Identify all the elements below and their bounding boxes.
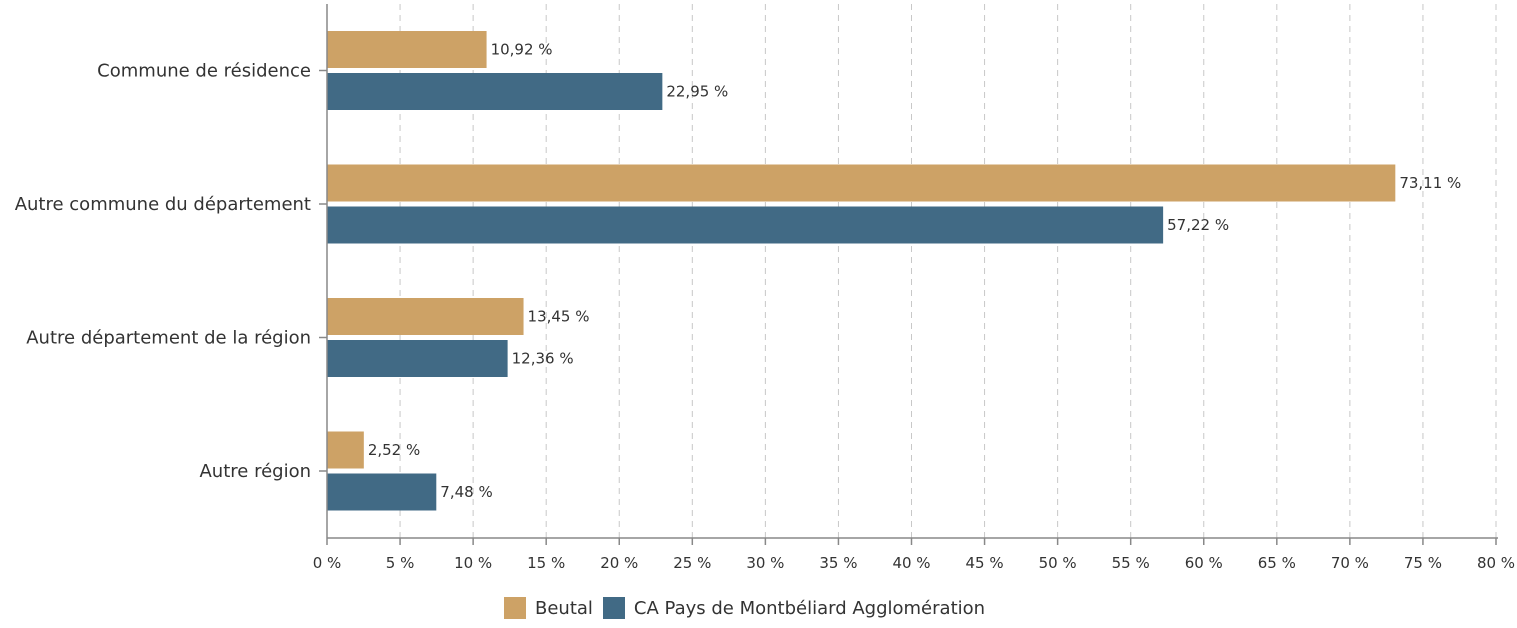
value-label: 22,95 % <box>666 83 728 101</box>
value-label: 7,48 % <box>440 483 492 501</box>
x-tick-label: 50 % <box>1039 554 1077 572</box>
bar[interactable] <box>327 206 1164 244</box>
x-tick-label: 0 % <box>313 554 342 572</box>
x-tick-label: 65 % <box>1258 554 1296 572</box>
bar[interactable] <box>327 473 437 511</box>
value-label: 57,22 % <box>1167 216 1229 234</box>
x-tick-label: 75 % <box>1404 554 1442 572</box>
x-tick-label: 15 % <box>527 554 565 572</box>
category-label: Autre commune du département <box>15 194 311 215</box>
x-tick-labels: 0 % 5 % 10 % 15 % 20 % 25 % 30 % 35 % 40 % 45 % 50… <box>313 554 1515 572</box>
category-label: Autre région <box>199 461 311 482</box>
x-tick-label: 25 % <box>673 554 711 572</box>
category-label: Autre département de la région <box>26 328 311 349</box>
legend: Beutal CA Pays de Montbéliard Agglomérat… <box>504 597 995 619</box>
x-tick-label: 45 % <box>966 554 1004 572</box>
value-label: 73,11 % <box>1399 174 1461 192</box>
x-tick-label: 35 % <box>819 554 857 572</box>
legend-swatch-beutal <box>504 597 526 619</box>
x-tick-label: 80 % <box>1477 554 1515 572</box>
bar[interactable] <box>327 431 364 469</box>
legend-swatch-cpma <box>602 597 625 619</box>
legend-item-cpma[interactable]: CA Pays de Montbéliard Agglomération <box>602 597 986 619</box>
value-labels: 10,92 % 22,95 % 73,11 % 57,22 % 13,45 % 12,36… <box>368 41 1461 502</box>
x-tick-label: 20 % <box>600 554 638 572</box>
bar[interactable] <box>327 164 1396 202</box>
x-tick-label: 5 % <box>386 554 415 572</box>
value-label: 12,36 % <box>512 350 574 368</box>
x-tick-label: 70 % <box>1331 554 1369 572</box>
x-tick-label: 10 % <box>454 554 492 572</box>
bar[interactable] <box>327 298 524 335</box>
value-label: 2,52 % <box>368 441 420 459</box>
gridlines <box>399 4 1497 538</box>
x-tick-label: 40 % <box>892 554 930 572</box>
x-tick-label: 30 % <box>746 554 784 572</box>
category-label: Commune de résidence <box>97 61 311 82</box>
category-labels: Commune de résidence Autre commune du dép… <box>15 61 311 483</box>
x-tick-label: 55 % <box>1112 554 1150 572</box>
value-label: 10,92 % <box>491 41 553 59</box>
bar[interactable] <box>327 340 508 377</box>
bars <box>327 31 1396 511</box>
axes <box>319 4 1498 545</box>
x-tick-label: 60 % <box>1185 554 1223 572</box>
bar[interactable] <box>327 73 663 110</box>
legend-label-beutal: Beutal <box>535 597 593 619</box>
legend-item-beutal[interactable]: Beutal <box>504 597 593 619</box>
legend-label-cpma: CA Pays de Montbéliard Agglomération <box>633 597 986 619</box>
value-label: 13,45 % <box>528 308 590 326</box>
bar[interactable] <box>327 31 487 68</box>
